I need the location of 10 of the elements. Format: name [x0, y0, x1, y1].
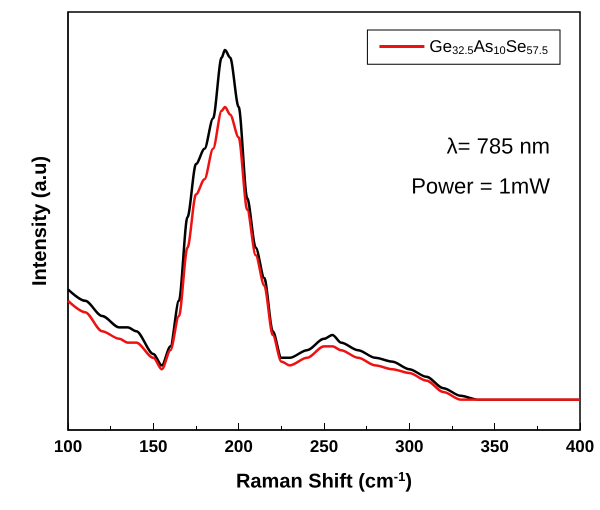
x-tick-label: 150 — [139, 437, 168, 456]
x-tick-label: 250 — [310, 437, 338, 456]
annotation: λ= 785 nm — [446, 134, 550, 158]
x-tick-label: 400 — [566, 437, 594, 456]
x-tick-label: 200 — [224, 437, 253, 456]
annotation: Power = 1mW — [411, 174, 550, 198]
x-tick-label: 350 — [480, 437, 509, 456]
y-axis-title: Intensity (a.u) — [29, 156, 51, 286]
x-tick-label: 300 — [395, 437, 424, 456]
x-tick-label: 100 — [54, 437, 82, 456]
